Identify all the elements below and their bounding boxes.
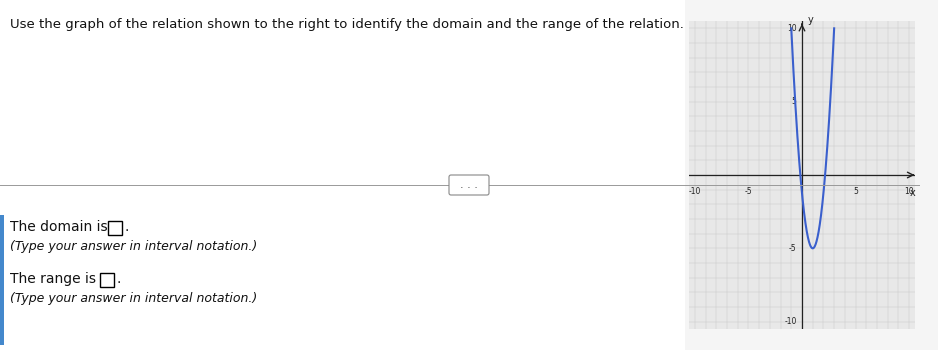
Text: .: . <box>124 220 129 234</box>
Bar <box>0 215 4 345</box>
Bar <box>0 0 685 350</box>
Text: Use the graph of the relation shown to the right to identify the domain and the : Use the graph of the relation shown to t… <box>10 18 684 31</box>
Text: y: y <box>808 15 813 26</box>
Text: x: x <box>910 188 915 198</box>
Bar <box>108 221 122 235</box>
Text: -5: -5 <box>745 187 752 196</box>
FancyBboxPatch shape <box>449 175 489 195</box>
Text: (Type your answer in interval notation.): (Type your answer in interval notation.) <box>10 292 257 305</box>
Text: 5: 5 <box>854 187 858 196</box>
Text: The range is: The range is <box>10 272 100 286</box>
Text: (Type your answer in interval notation.): (Type your answer in interval notation.) <box>10 240 257 253</box>
Text: .: . <box>116 272 120 286</box>
Text: -10: -10 <box>688 187 701 196</box>
Text: The domain is: The domain is <box>10 220 112 234</box>
Text: 10: 10 <box>787 24 796 33</box>
Text: 10: 10 <box>904 187 914 196</box>
Bar <box>100 273 114 287</box>
Text: . . .: . . . <box>460 180 478 190</box>
Text: 5: 5 <box>792 97 796 106</box>
Text: -10: -10 <box>784 317 796 326</box>
Text: -5: -5 <box>789 244 796 253</box>
